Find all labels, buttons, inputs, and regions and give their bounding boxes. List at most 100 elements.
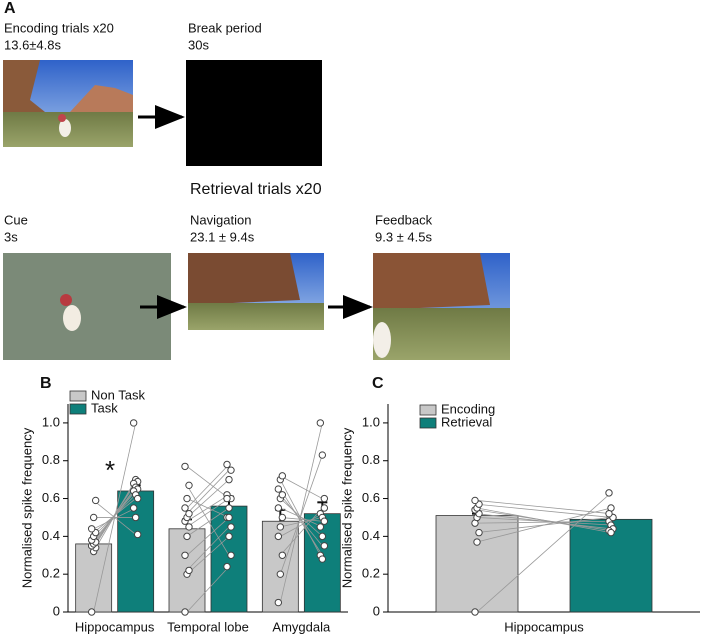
pair-line	[476, 517, 612, 533]
pair-line	[186, 479, 230, 518]
bar	[210, 505, 248, 613]
pair-line	[93, 500, 136, 535]
panel-letter: B	[40, 375, 52, 392]
step-duration: 9.3 ± 4.5s	[375, 229, 433, 244]
step-title: Encoding trials x20	[4, 20, 114, 35]
y-tick-label: 0	[53, 603, 60, 618]
legend-label: Retrieval	[441, 414, 492, 429]
pair-line	[280, 475, 323, 499]
data-point	[471, 608, 479, 616]
step-duration: 3s	[4, 229, 18, 244]
bar	[75, 543, 113, 613]
x-tick-label: Amygdala	[272, 619, 331, 634]
data-point	[278, 472, 287, 480]
legend-label: Non Task	[91, 387, 145, 402]
data-point	[181, 504, 189, 512]
data-point	[181, 462, 189, 471]
legend-label: Encoding	[441, 401, 495, 416]
feedback-scene	[373, 253, 510, 360]
data-point	[318, 555, 327, 563]
data-point	[223, 494, 231, 503]
data-point	[605, 509, 613, 518]
navigation-scene	[188, 253, 324, 330]
data-point	[475, 528, 483, 537]
y-tick-label: 0.8	[42, 452, 60, 467]
data-point	[318, 451, 327, 459]
data-point	[133, 530, 142, 539]
y-axis-label: Normalised spike frequency	[339, 427, 354, 588]
data-point	[274, 504, 283, 512]
data-point	[316, 523, 325, 531]
step-title: Break period	[188, 20, 262, 35]
data-point	[276, 570, 285, 578]
pair-line	[279, 479, 323, 560]
pair-line	[186, 498, 230, 518]
data-point	[473, 538, 481, 546]
bar	[303, 513, 341, 613]
significance-marker: *	[105, 455, 115, 485]
data-point	[605, 489, 613, 497]
pair-line	[476, 507, 612, 533]
pair-line	[280, 494, 323, 547]
pair-line	[93, 498, 136, 533]
y-axis-label: Normalised spike frequency	[19, 427, 34, 588]
data-point	[320, 517, 329, 525]
pair-line	[186, 466, 230, 499]
x-tick-label: Hippocampus	[504, 619, 584, 634]
data-point	[183, 532, 191, 541]
pair-line	[186, 566, 230, 613]
x-tick-label: Temporal lobe	[167, 619, 249, 634]
y-tick-label: 1.0	[42, 414, 60, 429]
data-point	[129, 419, 138, 427]
pair-line	[476, 503, 612, 518]
panel-letter: C	[372, 375, 384, 392]
data-point	[89, 513, 98, 522]
pair-line	[476, 500, 612, 515]
step-duration: 13.6±4.8s	[4, 37, 62, 52]
data-point	[129, 504, 138, 512]
pair-line	[186, 517, 230, 556]
legend-swatch	[419, 404, 437, 416]
pair-line	[280, 513, 323, 537]
y-tick-label: 0.6	[42, 490, 60, 505]
data-point	[471, 496, 479, 505]
step-title: Navigation	[190, 212, 251, 227]
legend-swatch	[69, 390, 87, 402]
pair-line	[93, 483, 136, 547]
y-tick-label: 0.8	[362, 452, 380, 467]
data-point	[320, 504, 329, 512]
data-point	[276, 523, 285, 531]
data-point	[87, 608, 96, 616]
data-point	[225, 513, 233, 522]
step-duration: 23.1 ± 9.4s	[190, 229, 255, 244]
encoding-scene	[3, 60, 133, 147]
section-title: Retrieval trials x20	[190, 181, 322, 198]
data-point	[274, 598, 283, 607]
pair-line	[279, 488, 323, 556]
data-point	[227, 466, 235, 474]
y-tick-label: 0.2	[362, 566, 380, 581]
data-point	[320, 542, 329, 550]
data-point	[225, 532, 233, 541]
data-point	[185, 566, 193, 575]
data-point	[318, 532, 327, 541]
data-point	[274, 532, 283, 541]
pair-line	[279, 422, 323, 603]
pair-line	[279, 454, 323, 575]
pair-line	[476, 520, 612, 524]
data-point	[223, 562, 231, 571]
data-point	[185, 509, 193, 518]
data-point	[320, 494, 329, 503]
pair-line	[186, 498, 230, 528]
pair-line	[280, 507, 323, 556]
y-tick-label: 0.6	[362, 490, 380, 505]
y-tick-label: 0	[373, 603, 380, 618]
data-point	[185, 523, 193, 531]
legend-swatch	[69, 403, 87, 415]
data-point	[278, 551, 287, 559]
data-point	[278, 491, 287, 499]
data-point	[133, 494, 142, 503]
bar	[117, 490, 155, 613]
y-tick-label: 0.4	[42, 528, 60, 543]
